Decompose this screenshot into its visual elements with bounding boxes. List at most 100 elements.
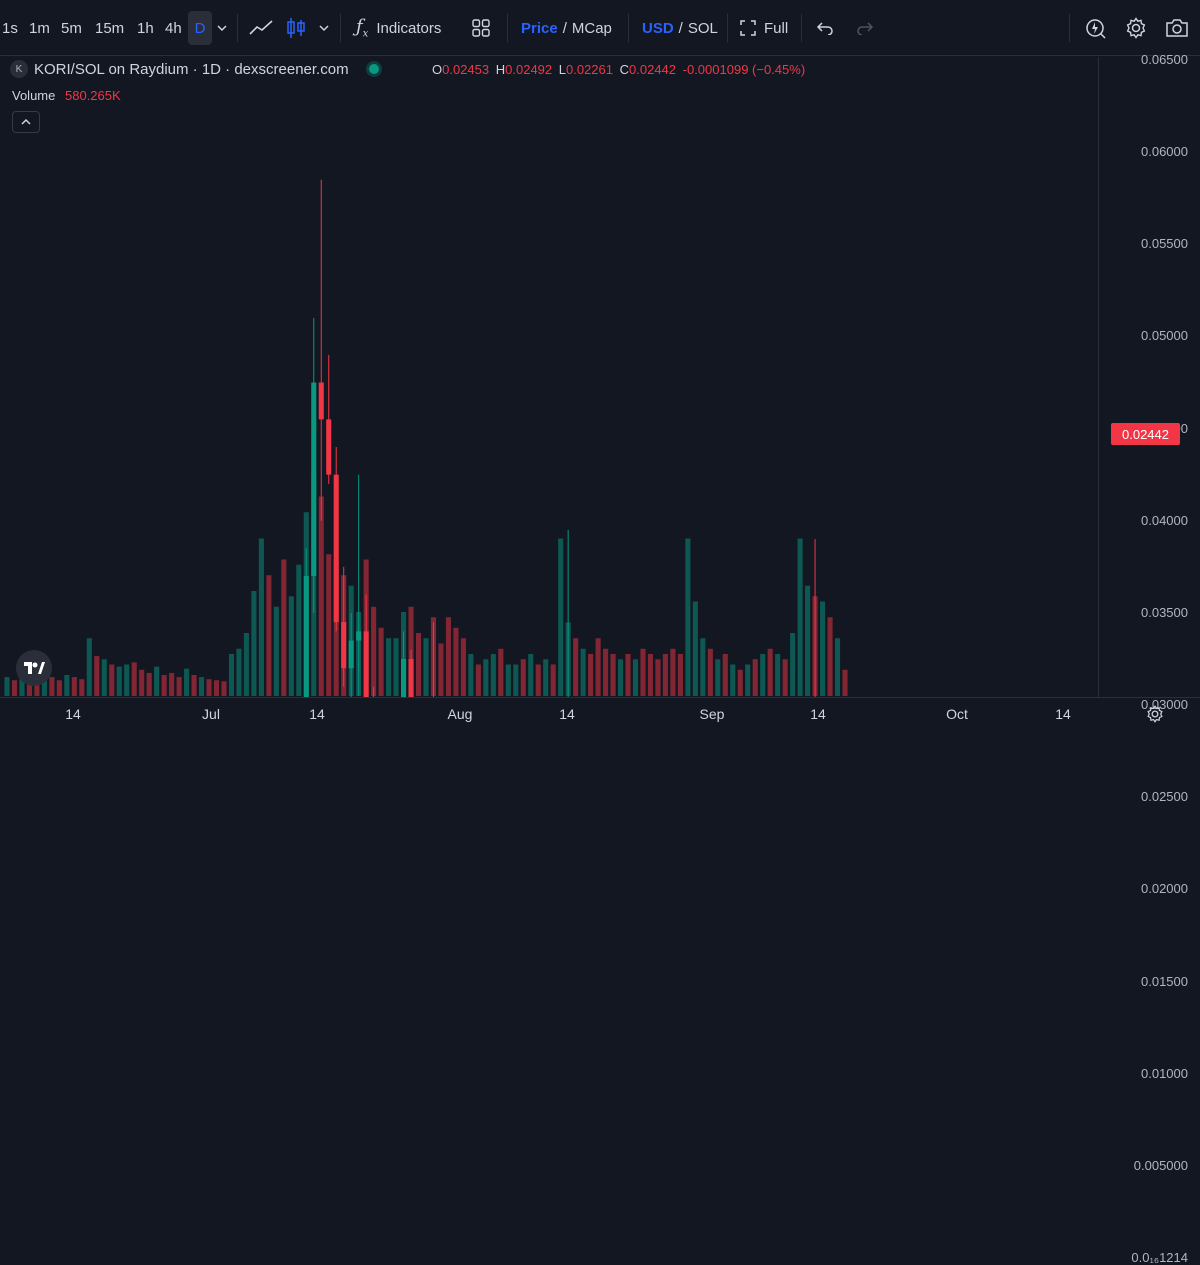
volume-bar [737, 669, 743, 696]
low-value: 0.02261 [566, 62, 613, 77]
currency-toggle[interactable]: USD / SOL [642, 0, 718, 56]
candle-body [408, 658, 414, 697]
undo-icon[interactable] [816, 0, 834, 56]
price-tick-label: 0.04000 [1141, 512, 1188, 528]
usd-toggle-label[interactable]: USD [642, 19, 674, 37]
layout-grid-icon[interactable] [472, 0, 490, 56]
volume-bar [281, 559, 287, 696]
redo-icon[interactable] [856, 0, 874, 56]
interval-1s[interactable]: 1s [2, 19, 18, 37]
chevron-down-icon[interactable] [318, 0, 330, 56]
high-label: H [495, 62, 506, 77]
settings-gear-icon[interactable] [1125, 0, 1147, 56]
chart-toolbar: 1s 1m 5m 15m 1h 4h D ƒx Indicators Price… [0, 0, 1200, 56]
ohlc-values: O0.02453 H0.02492 L0.02261 C0.02442 -0.0… [432, 62, 805, 77]
volume-bar [790, 633, 796, 696]
open-value: 0.02453 [442, 62, 490, 77]
volume-bar [722, 654, 728, 696]
close-label: C [619, 62, 630, 77]
sol-toggle-label[interactable]: SOL [687, 19, 718, 37]
indicators-label: Indicators [376, 19, 442, 37]
candle [567, 529, 569, 697]
volume-bar [191, 675, 197, 696]
price-tick-label: 0.06000 [1141, 144, 1188, 160]
volume-bar [393, 638, 399, 696]
candle [432, 622, 434, 697]
volume-bar [56, 680, 62, 696]
price-tick-label: 0.06500 [1141, 52, 1188, 67]
interval-1m[interactable]: 1m [29, 19, 50, 37]
volume-bar [468, 654, 474, 696]
price-tick-label: 0.01500 [1141, 973, 1188, 989]
volume-bar [603, 648, 609, 696]
volume-bar [206, 679, 212, 696]
price-mcap-toggle[interactable]: Price / MCap [521, 0, 612, 56]
candle [348, 612, 354, 697]
volume-bar [797, 538, 803, 696]
volume-bar [64, 675, 70, 696]
candles-icon[interactable] [286, 0, 306, 56]
volume-bar [4, 677, 10, 696]
volume-bar [273, 606, 279, 696]
chevron-down-icon[interactable] [216, 0, 228, 56]
volume-bar [475, 664, 481, 696]
time-tick-label: 14 [65, 706, 81, 722]
volume-bar [221, 681, 227, 696]
volume-bar [595, 638, 601, 696]
fullscreen-label: Full [764, 19, 789, 37]
volume-bar [692, 601, 698, 696]
fullscreen-button[interactable]: Full [740, 0, 788, 56]
volume-bar [198, 677, 205, 696]
volume-bar [617, 659, 624, 696]
price-tick-label: 0.0₁₆1214 [1131, 1249, 1188, 1265]
candle-body [326, 419, 332, 475]
time-tick-label: 14 [309, 706, 325, 722]
volume-bar [19, 672, 25, 696]
volume-bar [86, 638, 92, 696]
chart-title: KORI/SOL on Raydium · 1D · dexscreener.c… [34, 60, 349, 78]
line-chart-icon[interactable] [248, 0, 274, 56]
volume-bar [34, 681, 40, 696]
volume-bar [573, 638, 579, 696]
volume-bar [730, 664, 736, 696]
volume-bar [715, 659, 721, 696]
toggle-slash: / [562, 19, 567, 37]
quick-search-icon[interactable] [1084, 0, 1106, 56]
function-icon: ƒx [356, 16, 369, 40]
change-value: -0.0001099 (−0.45%) [682, 62, 806, 77]
price-toggle-label[interactable]: Price [521, 19, 558, 37]
volume-bar [483, 659, 489, 696]
volume-bar [805, 585, 811, 696]
volume-bar [154, 666, 160, 696]
collapse-legend-button[interactable] [12, 111, 40, 133]
candle-body [341, 622, 347, 669]
candle [814, 539, 816, 697]
volume-label: Volume [12, 88, 56, 103]
chevron-up-icon [21, 118, 31, 125]
price-chart[interactable] [0, 57, 1098, 697]
time-axis[interactable]: 14 Jul 14 Aug 14 Sep 14 Oct 14 [0, 697, 1200, 731]
price-tick-label: 0.05000 [1141, 328, 1188, 344]
symbol-badge: K [10, 60, 28, 78]
volume-bar [378, 627, 384, 696]
interval-4h[interactable]: 4h [165, 19, 182, 37]
price-axis[interactable]: 0.065000.060000.055000.050000.045000.040… [1098, 52, 1200, 1265]
volume-bar [49, 677, 55, 696]
price-tick-label: 0.05500 [1141, 236, 1188, 252]
candle [311, 318, 317, 613]
tradingview-logo[interactable] [16, 650, 52, 686]
volume-bar [101, 659, 107, 696]
interval-15m[interactable]: 15m [95, 19, 125, 37]
volume-bar [745, 664, 751, 696]
interval-5m[interactable]: 5m [61, 19, 82, 37]
indicators-button[interactable]: ƒx Indicators [356, 0, 441, 56]
time-tick-label: Aug [447, 706, 473, 722]
camera-icon[interactable] [1165, 0, 1189, 56]
interval-d[interactable]: D [188, 11, 212, 45]
mcap-toggle-label[interactable]: MCap [571, 19, 612, 37]
axis-settings-icon[interactable] [1146, 705, 1164, 728]
interval-1h[interactable]: 1h [137, 19, 154, 37]
volume-bar [176, 677, 182, 696]
volume-bar [820, 601, 826, 696]
volume-bar [161, 675, 167, 696]
